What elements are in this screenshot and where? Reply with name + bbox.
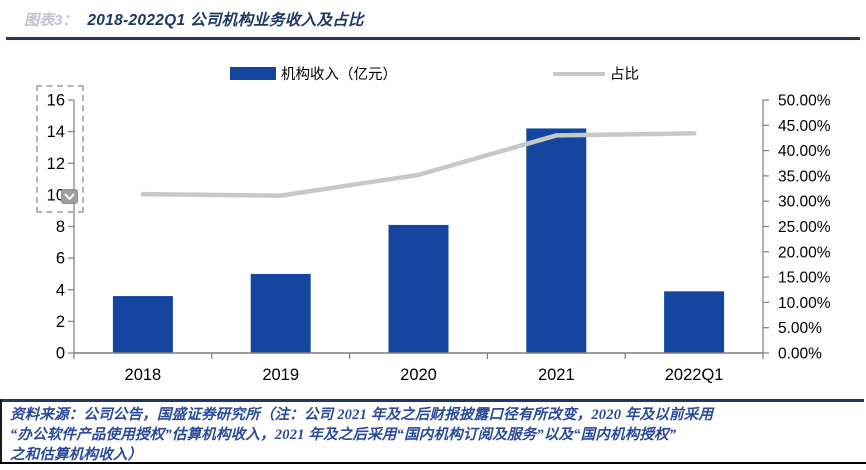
chart-canvas: 0 2 4 6 8 10 12 14 16 0.00% 5.00% 10.00% 15.00% 20.00… [47,92,831,385]
source-note-line: “办公软件产品使用授权”估算机构收入，2021 年及之后采用“国内机构订阅及服务… [10,427,677,443]
ratio-line [140,131,697,198]
right-axis-tick-label: 35.00% [778,168,831,185]
source-note-line: 资料来源：公司公告，国盛证券研究所（注：公司 2021 年及之后财报披露口径有所… [10,407,714,423]
x-axis-category-label: 2022Q1 [665,366,724,384]
right-axis-tick-label: 45.00% [778,118,831,135]
source-note: 资料来源：公司公告，国盛证券研究所（注：公司 2021 年及之后财报披露口径有所… [10,405,856,465]
right-axis-tick-label: 15.00% [778,270,831,287]
left-axis-tick-label: 2 [56,313,65,331]
left-axis-tick-label: 0 [56,345,65,363]
left-axis-tick-label: 6 [56,250,65,268]
left-axis-tick-label: 16 [47,92,65,110]
chart-title: 2018-2022Q1 公司机构业务收入及占比 [87,12,364,29]
axis-selection-box[interactable] [36,85,84,213]
title-divider [6,37,860,40]
left-axis-tick-label: 12 [47,155,65,173]
source-note-line: 之和估算机构收入） [10,447,143,463]
x-axis-category-label: 2019 [262,366,299,384]
footer-divider [2,399,864,402]
chevron-down-icon[interactable] [61,189,78,204]
right-axis-tick-label: 5.00% [778,320,822,337]
x-axis-category-label: 2021 [538,366,575,384]
right-axis-tick-label: 10.00% [778,295,831,312]
left-axis-tick-label: 14 [47,123,65,141]
bar-legend-swatch [230,67,276,80]
left-axis-tick-label: 4 [56,281,65,299]
bar-2022Q1 [664,291,725,353]
x-axis-category-label: 2018 [125,366,162,384]
right-axis-tick-label: 0.00% [778,346,822,363]
figure-number-label: 图表3： [24,12,78,29]
line-legend-label: 占比 [610,67,639,83]
bar-2019 [250,273,311,353]
bar-legend-label: 机构收入（亿元） [281,67,397,83]
right-axis-tick-label: 30.00% [778,194,831,211]
figure-header: 图表3： 2018-2022Q1 公司机构业务收入及占比 [24,8,364,34]
right-axis-tick-label: 40.00% [778,143,831,160]
bar-2021 [526,128,587,353]
right-axis-tick-label: 25.00% [778,219,831,236]
left-axis-tick-label: 10 [47,186,65,204]
bottom-border [0,462,866,464]
right-axis-tick-label: 50.00% [778,93,831,110]
left-axis-tick-label: 8 [56,218,65,236]
bar-2020 [388,224,449,353]
bar-2018 [112,296,173,353]
chart-legend: 机构收入（亿元） 占比 [0,58,866,86]
x-axis-category-label: 2020 [400,366,437,384]
right-axis-tick-label: 20.00% [778,244,831,261]
line-legend-swatch [553,72,605,76]
footer-left-border [0,399,2,464]
